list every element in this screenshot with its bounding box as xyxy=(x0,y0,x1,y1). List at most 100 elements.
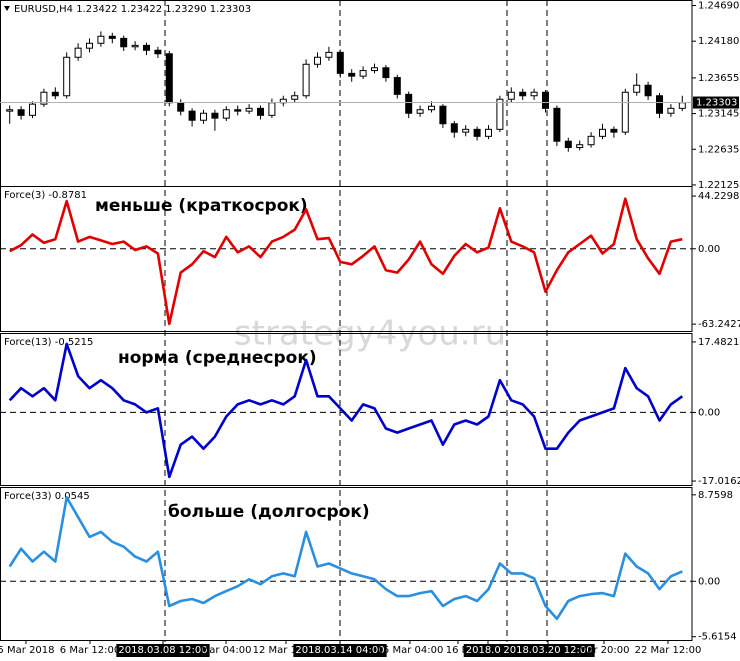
x-label-highlight xyxy=(501,644,595,657)
candle-body xyxy=(678,102,686,109)
candle-body xyxy=(222,109,230,119)
y-tick-label: 1.22635 xyxy=(698,144,739,155)
candle-body xyxy=(177,102,185,112)
candle-body xyxy=(131,44,139,48)
y-tick-label: -17.0162 xyxy=(698,476,740,487)
candle-body xyxy=(667,107,675,114)
indicator-title: EURUSD,H4 1.23422 1.23422 1.23290 1.2330… xyxy=(14,4,251,15)
indicator-title: Force(3) -0.8781 xyxy=(4,190,87,201)
candle-body xyxy=(120,37,128,48)
candle-body xyxy=(359,70,367,77)
candle-body xyxy=(348,72,356,77)
candle-body xyxy=(393,77,401,95)
candle-body xyxy=(74,47,82,58)
annotation: норма (среднесрок) xyxy=(118,348,317,368)
candle-body xyxy=(439,105,447,125)
candle-body xyxy=(382,67,390,79)
candle-body xyxy=(302,63,310,97)
y-tick-label: 1.23145 xyxy=(698,109,739,120)
price-label: 1.23303 xyxy=(696,98,737,109)
x-tick-label: Mar 20:00 xyxy=(579,645,630,656)
candle-body xyxy=(63,56,71,97)
x-label-highlight xyxy=(463,644,513,657)
candle-body xyxy=(450,123,458,133)
candle-body xyxy=(108,35,116,39)
panel-border xyxy=(0,186,693,332)
x-label-highlight xyxy=(293,644,387,657)
indicator-line xyxy=(8,342,684,479)
candle-body xyxy=(633,84,641,93)
period-separators xyxy=(164,0,548,642)
y-tick-label: 0.00 xyxy=(698,576,720,587)
panel-border xyxy=(0,333,693,486)
candle-body xyxy=(268,102,276,116)
candle-body xyxy=(496,98,504,130)
candle-body xyxy=(621,91,629,133)
candle-body xyxy=(245,107,253,112)
candle-body xyxy=(314,56,321,65)
candle-body xyxy=(29,103,36,116)
symbol-icon xyxy=(4,6,10,11)
x-tick-label: 2018.03. xyxy=(466,645,511,656)
x-tick-label: Mar 04:00 xyxy=(201,645,252,656)
y-tick-label: 1.23655 xyxy=(698,73,739,84)
x-tick-label: 12 Mar 12:00 xyxy=(253,645,320,656)
candle-body xyxy=(188,110,196,121)
annotation: меньше (краткосрок) xyxy=(95,196,308,216)
candle-body xyxy=(519,91,527,97)
y-tick-label: 1.22125 xyxy=(698,180,739,191)
candle-body xyxy=(40,91,48,105)
candle-body xyxy=(507,91,515,100)
y-tick-label: 17.4821 xyxy=(698,337,739,348)
candle-body xyxy=(564,140,572,149)
x-tick-label: 2018.03.20 12:00 xyxy=(503,645,592,656)
candle-body xyxy=(211,112,219,119)
candle-body xyxy=(610,128,618,133)
x-tick-label: 2018.03.14 04:00 xyxy=(295,645,384,656)
x-tick-label: 22 Mar 12:00 xyxy=(635,645,702,656)
candle-body xyxy=(371,67,378,72)
y-tick-label: -63.2427 xyxy=(698,319,740,330)
indicator-line xyxy=(8,496,683,621)
x-label-highlight xyxy=(116,644,210,657)
candle-body xyxy=(336,51,344,74)
candle-body xyxy=(587,135,595,146)
candle-body xyxy=(86,42,93,49)
candle-body xyxy=(200,112,207,121)
candle-body xyxy=(154,49,162,55)
indicator-line xyxy=(9,197,683,326)
candle-body xyxy=(325,51,333,58)
candle-body xyxy=(6,109,14,112)
candle-body xyxy=(473,128,481,137)
candle-body xyxy=(405,93,413,114)
candle-body xyxy=(291,95,299,100)
panel-border xyxy=(0,487,693,641)
candle-body xyxy=(530,91,538,97)
y-tick-label: 44.2298 xyxy=(698,191,739,202)
candle-body xyxy=(462,128,470,133)
candle-body xyxy=(428,105,435,111)
candle-body xyxy=(97,35,105,44)
candle-body xyxy=(416,109,424,114)
x-tick-label: 15 Mar 04:00 xyxy=(377,645,444,656)
x-tick-label: 5 Mar 2018 xyxy=(0,645,55,656)
candle-body xyxy=(656,95,663,114)
x-tick-label: 6 Mar 12:00 xyxy=(60,645,120,656)
candle-body xyxy=(599,128,606,137)
x-tick-label: 16 M xyxy=(446,645,471,656)
candle-body xyxy=(553,107,561,142)
y-tick-label: -5.6154 xyxy=(698,632,737,643)
candle-body xyxy=(257,107,264,116)
y-tick-label: 0.00 xyxy=(698,244,720,255)
y-tick-label: 1.24690 xyxy=(698,0,739,11)
candle-body xyxy=(165,53,173,104)
y-tick-label: 1.24180 xyxy=(698,36,739,47)
y-tick-label: 8.7598 xyxy=(698,490,733,501)
indicator-title: Force(33) 0.0545 xyxy=(4,491,90,502)
candle-body xyxy=(576,144,584,149)
x-tick-label: 2018.03.08 12:00 xyxy=(118,645,207,656)
candle-body xyxy=(143,44,150,51)
candle-body xyxy=(234,109,242,112)
